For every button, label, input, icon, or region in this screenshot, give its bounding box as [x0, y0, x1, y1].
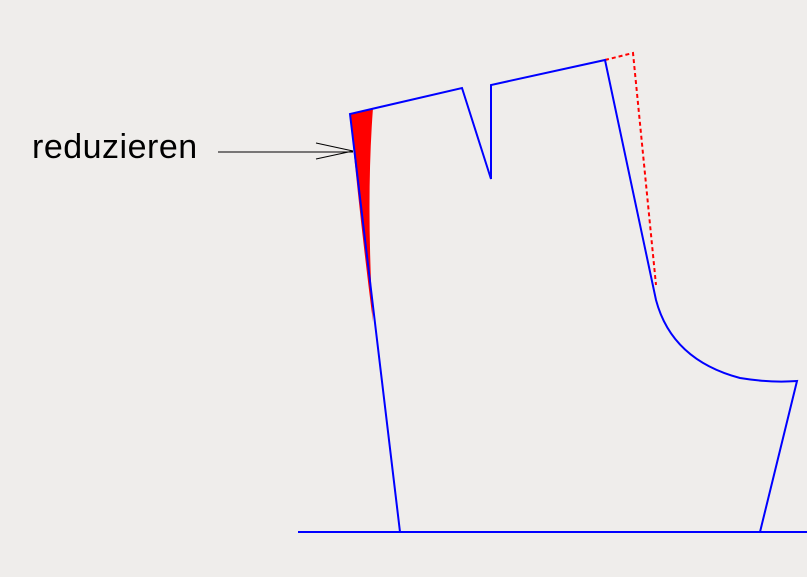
- arrow-head: [315, 142, 354, 160]
- reduzieren-label: reduzieren: [32, 128, 198, 166]
- pattern-outline: [348, 58, 799, 533]
- original-shoulder-dashed: [604, 51, 657, 286]
